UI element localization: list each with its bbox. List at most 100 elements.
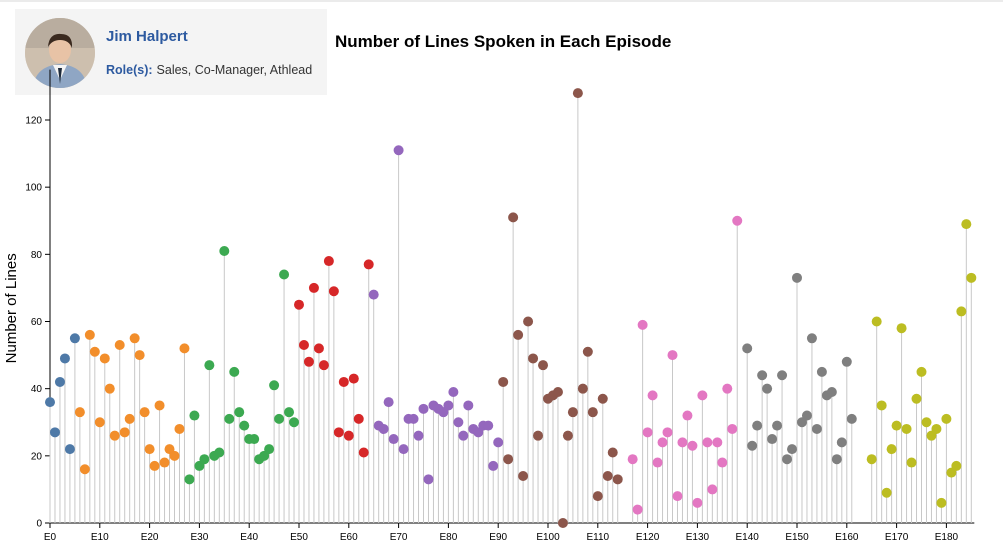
y-tick-label: 100 — [25, 183, 42, 194]
episode-dot — [279, 269, 290, 280]
episode-dot — [338, 376, 349, 387]
episode-dot — [587, 407, 598, 418]
roles-line: Role(s): Sales, Co-Manager, Athlead — [106, 63, 312, 77]
episode-dot — [518, 470, 529, 481]
episode-dot — [144, 444, 155, 455]
episode-dot — [931, 423, 942, 434]
x-tick-label: E70 — [390, 532, 408, 543]
episode-dot — [323, 256, 334, 267]
episode-dot — [94, 417, 105, 428]
episode-dot — [328, 286, 339, 297]
episode-dot — [498, 376, 509, 387]
episode-dot — [139, 407, 150, 418]
episode-dot — [961, 219, 972, 230]
episode-dot — [747, 440, 758, 451]
episode-dot — [269, 380, 280, 391]
x-tick-label: E60 — [340, 532, 358, 543]
person-portrait-icon — [25, 18, 95, 88]
episode-dot — [811, 423, 822, 434]
episode-dot — [682, 410, 693, 421]
episode-dot — [577, 383, 588, 394]
episode-dot — [154, 400, 165, 411]
episode-dot — [159, 457, 170, 468]
episode-dot — [896, 323, 907, 334]
episode-dot — [294, 299, 304, 310]
episode-dot — [408, 413, 419, 424]
episode-dot — [393, 145, 404, 156]
episode-dot — [816, 366, 827, 377]
episode-dot — [358, 447, 369, 458]
episode-dot — [134, 350, 145, 361]
episode-dot — [129, 333, 140, 344]
episode-dot — [607, 447, 618, 458]
x-tick-label: E0 — [44, 532, 57, 543]
episode-dot — [941, 413, 952, 424]
episode-dot — [333, 427, 344, 438]
episode-dot — [84, 329, 95, 340]
episode-dot — [692, 497, 703, 508]
episode-dot — [378, 423, 389, 434]
episode-dot — [602, 470, 613, 481]
episode-dot — [54, 376, 65, 387]
episode-dot — [264, 444, 275, 455]
episode-dot — [169, 450, 180, 461]
episode-dot — [313, 343, 324, 354]
episode-dot — [901, 423, 912, 434]
episode-dot — [891, 420, 902, 431]
episode-dot — [104, 383, 115, 394]
episode-dot — [538, 360, 549, 371]
episode-dot — [89, 346, 100, 357]
episode-dot — [592, 491, 603, 502]
episode-dot — [597, 393, 608, 404]
avatar — [25, 18, 95, 88]
episode-dot — [936, 497, 947, 508]
episode-dot — [787, 444, 798, 455]
episode-dot — [493, 437, 504, 448]
episode-dot — [124, 413, 135, 424]
episode-dot — [717, 457, 728, 468]
y-tick-label: 60 — [31, 317, 43, 328]
episode-dot — [672, 491, 683, 502]
episode-dot — [114, 340, 125, 351]
top-divider — [0, 0, 1003, 2]
episode-dot — [876, 400, 887, 411]
y-axis-label: Number of Lines — [3, 253, 20, 363]
episode-dot — [906, 457, 917, 468]
episode-dot — [572, 88, 583, 99]
episode-dot — [582, 346, 593, 357]
episode-dot — [69, 333, 80, 344]
episode-dot — [642, 427, 653, 438]
episode-dot — [712, 437, 723, 448]
episode-dot — [503, 454, 514, 465]
episode-dot — [612, 474, 623, 485]
episode-dot — [632, 504, 643, 515]
episode-dot — [353, 413, 364, 424]
episode-dot — [886, 444, 897, 455]
episode-dot — [453, 417, 464, 428]
episode-dot — [697, 390, 708, 401]
episode-dot — [513, 329, 524, 340]
episode-dot — [274, 413, 285, 424]
episode-dot — [289, 417, 300, 428]
episode-dot — [448, 387, 459, 398]
episode-dot — [562, 430, 573, 441]
episode-dot — [677, 437, 688, 448]
episode-dot — [239, 420, 250, 431]
episode-dot — [762, 383, 773, 394]
episode-dot — [921, 417, 932, 428]
episode-dot — [488, 460, 499, 471]
episode-dot — [234, 407, 245, 418]
episode-dot — [831, 454, 842, 465]
episode-dot — [199, 454, 210, 465]
episode-dot — [368, 289, 379, 300]
episode-dot — [767, 434, 778, 445]
episode-dot — [742, 343, 753, 354]
y-tick-label: 40 — [31, 384, 43, 395]
episode-dot — [343, 430, 354, 441]
episode-dot — [214, 447, 225, 458]
episode-dot — [662, 427, 673, 438]
episode-dot — [99, 353, 110, 364]
episode-dot — [792, 272, 802, 283]
x-tick-label: E120 — [636, 532, 660, 543]
episode-dot — [174, 423, 185, 434]
